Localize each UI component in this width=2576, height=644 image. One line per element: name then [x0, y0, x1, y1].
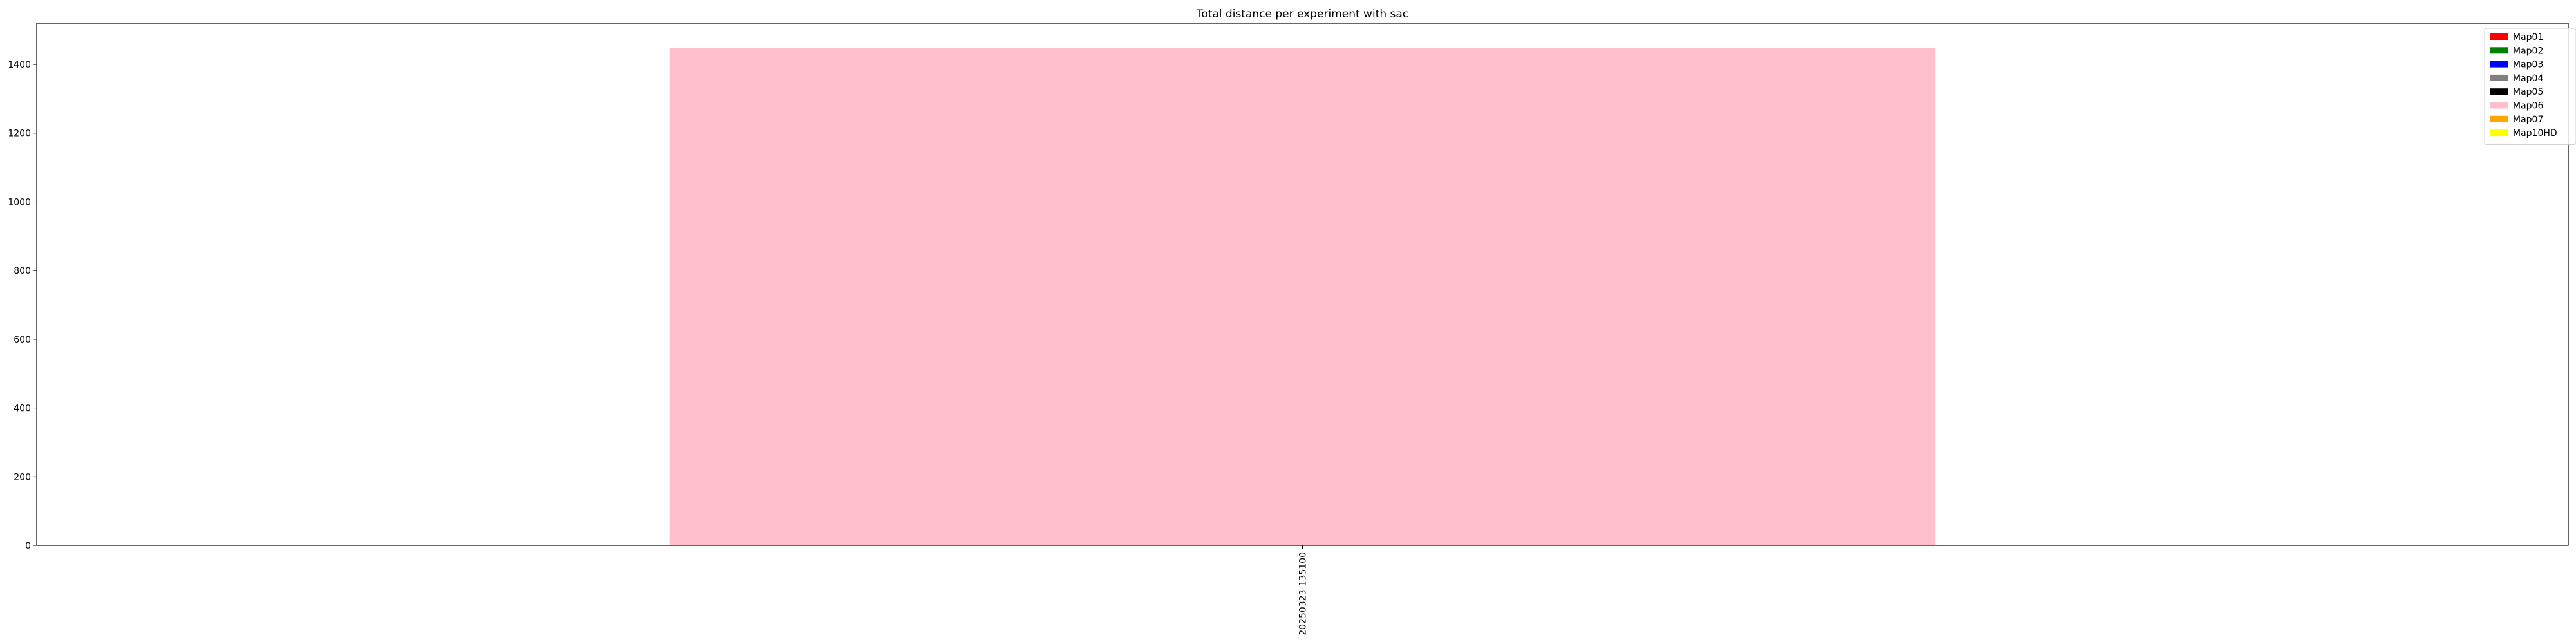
legend-label-map03: Map03: [2513, 60, 2543, 70]
legend: Map01 Map02 Map03 Map04 Map05 Map06 Map07 Map10…: [2484, 28, 2576, 145]
legend-label-map10hd: Map10HD: [2513, 128, 2557, 138]
y-tick-label: 800: [14, 266, 31, 276]
legend-swatch-map03: [2490, 61, 2508, 68]
chart-title: Total distance per experiment with sac: [1196, 8, 1408, 21]
plot-frame: [36, 23, 2569, 546]
legend-swatch-map06: [2490, 102, 2508, 109]
y-tick-label: 0: [25, 541, 31, 551]
y-axis: 0 200 400 600 800 1000 1200 1400: [8, 60, 37, 551]
legend-label-map01: Map01: [2513, 32, 2543, 43]
y-tick-label: 600: [14, 335, 31, 345]
legend-box: [2484, 28, 2576, 145]
x-axis: 20250323-135100: [1298, 545, 1309, 636]
legend-swatch-map04: [2490, 74, 2508, 81]
legend-label-map04: Map04: [2513, 73, 2543, 84]
bars-group: [669, 48, 1936, 546]
legend-label-map07: Map07: [2513, 115, 2543, 125]
y-tick-label: 1400: [8, 60, 31, 70]
y-tick-label: 200: [14, 472, 31, 482]
legend-swatch-map10hd: [2490, 129, 2508, 137]
y-tick-label: 400: [14, 404, 31, 414]
x-tick-label: 20250323-135100: [1298, 552, 1309, 636]
bar-map06-0: [669, 48, 1936, 546]
legend-label-map06: Map06: [2513, 101, 2543, 111]
legend-swatch-map07: [2490, 115, 2508, 122]
legend-label-map02: Map02: [2513, 46, 2543, 56]
legend-swatch-map02: [2490, 47, 2508, 54]
legend-swatch-map05: [2490, 88, 2508, 95]
y-tick-label: 1200: [8, 129, 31, 139]
legend-swatch-map01: [2490, 33, 2508, 40]
y-tick-label: 1000: [8, 197, 31, 207]
legend-label-map05: Map05: [2513, 87, 2543, 97]
